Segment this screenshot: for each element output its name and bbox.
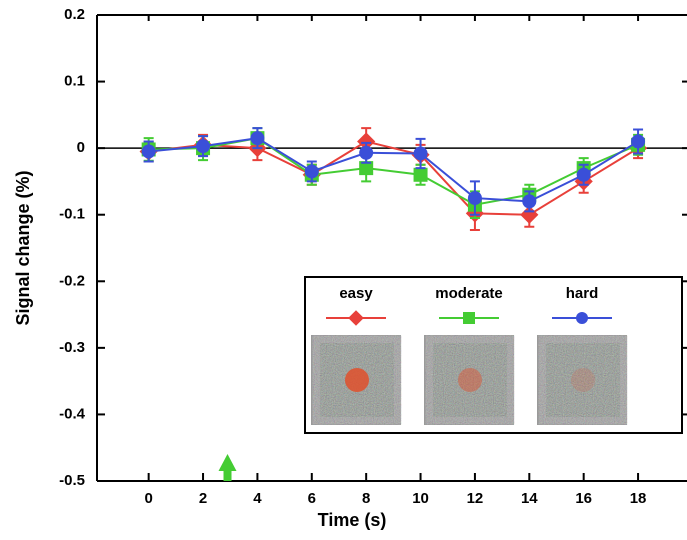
x-tick-label: 16	[575, 490, 592, 507]
series-line	[148, 140, 639, 216]
x-tick-label: 8	[362, 490, 370, 507]
stimulus-noise	[546, 343, 620, 417]
legend-marker	[463, 312, 475, 324]
x-tick-label: 14	[521, 490, 538, 507]
y-tick-label: 0.2	[64, 6, 85, 23]
marker	[522, 194, 537, 209]
marker	[520, 205, 539, 224]
y-tick-label: 0.1	[64, 73, 85, 90]
series-line	[148, 137, 639, 203]
stimulus-noise	[433, 343, 507, 417]
x-tick-label: 12	[467, 490, 484, 507]
stimulus-target	[458, 368, 482, 392]
y-tick-label: -0.2	[59, 272, 85, 289]
marker	[304, 164, 319, 179]
x-tick-label: 6	[308, 490, 316, 507]
marker	[250, 131, 265, 146]
x-tick-label: 18	[630, 490, 647, 507]
stimulus-arrow	[218, 454, 237, 481]
marker	[196, 139, 211, 154]
x-axis-label: Time (s)	[318, 510, 387, 530]
legend-label: moderate	[435, 285, 503, 302]
x-tick-label: 2	[199, 490, 207, 507]
marker	[467, 191, 482, 206]
legend-marker	[348, 310, 364, 326]
y-tick-label: -0.1	[59, 206, 85, 223]
legend-marker	[576, 312, 588, 324]
marker	[631, 134, 646, 149]
stimulus-target	[571, 368, 595, 392]
y-tick-label: -0.4	[59, 405, 86, 422]
marker	[576, 167, 591, 182]
legend-label: hard	[566, 285, 599, 302]
marker	[359, 145, 374, 160]
marker	[141, 144, 156, 159]
x-tick-label: 0	[144, 490, 152, 507]
x-tick-label: 10	[412, 490, 429, 507]
marker	[413, 167, 428, 182]
marker	[413, 146, 428, 161]
stimulus-target	[345, 368, 369, 392]
marker	[359, 161, 374, 176]
x-tick-label: 4	[253, 490, 262, 507]
y-axis-label: Signal change (%)	[13, 170, 33, 325]
y-tick-label: -0.5	[59, 472, 85, 489]
y-tick-label: -0.3	[59, 339, 85, 356]
marker	[357, 132, 376, 151]
legend-label: easy	[339, 285, 373, 302]
y-tick-label: 0	[77, 139, 85, 156]
